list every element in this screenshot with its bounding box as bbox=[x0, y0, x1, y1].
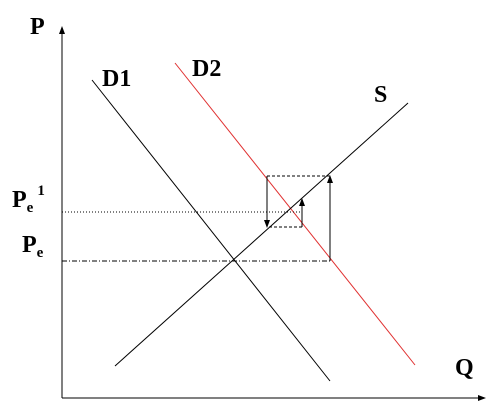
pe1-label: Pe1 bbox=[12, 183, 45, 216]
pe-label: Pe bbox=[22, 232, 44, 261]
supply-curve bbox=[114, 102, 409, 367]
x-axis-label: Q bbox=[455, 355, 474, 381]
d2-label: D2 bbox=[192, 56, 221, 82]
demand-curve-d2 bbox=[174, 62, 416, 366]
y-axis-label: P bbox=[30, 14, 45, 40]
s-label: S bbox=[374, 82, 387, 108]
d1-label: D1 bbox=[102, 66, 131, 92]
pe1-subscript: e bbox=[27, 200, 34, 216]
demand-curve-d1 bbox=[91, 79, 331, 382]
adjustment-box bbox=[267, 175, 330, 228]
pe-subscript: e bbox=[37, 245, 44, 261]
pe1-symbol: P bbox=[12, 187, 27, 213]
pe-symbol: P bbox=[22, 232, 37, 258]
pe1-superscript: 1 bbox=[37, 183, 45, 199]
